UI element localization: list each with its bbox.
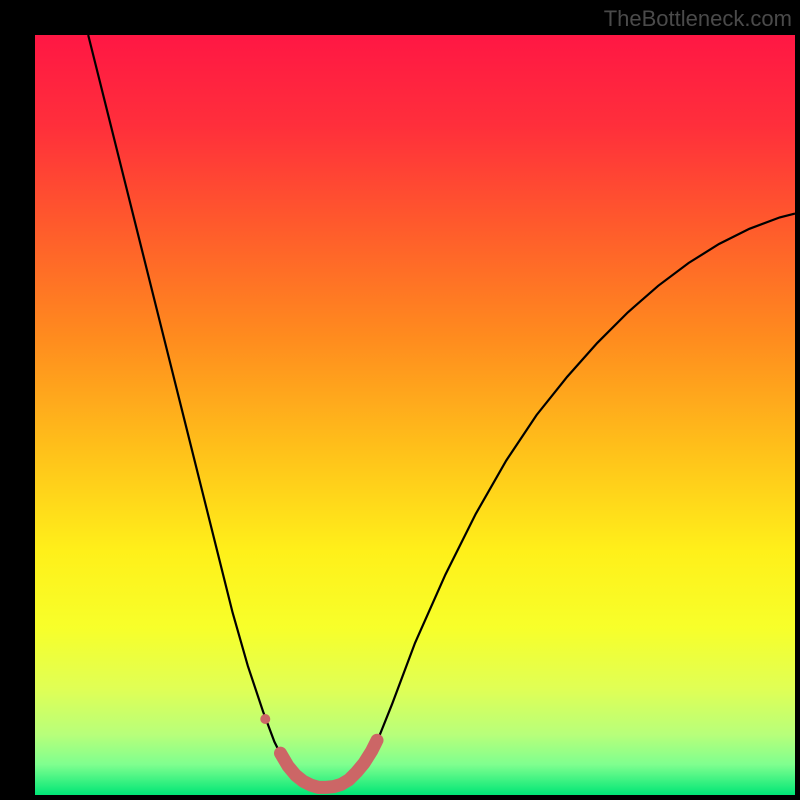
bottleneck-curve [88, 35, 795, 790]
chart-container: TheBottleneck.com [0, 0, 800, 800]
optimal-range-band [280, 740, 377, 787]
curve-layer [35, 35, 795, 795]
watermark-label: TheBottleneck.com [604, 6, 792, 32]
highlight-dot [260, 714, 270, 724]
